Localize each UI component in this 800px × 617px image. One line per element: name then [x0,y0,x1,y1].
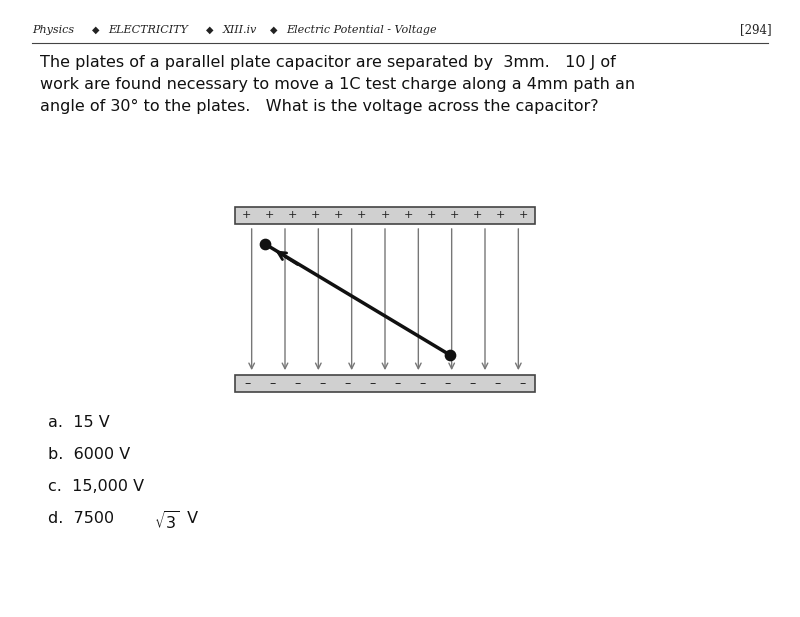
Text: –: – [444,377,450,390]
Text: ◆: ◆ [270,25,278,35]
Text: –: – [519,377,526,390]
Text: V: V [182,511,198,526]
Point [443,350,456,360]
Text: a.  15 V: a. 15 V [48,415,110,430]
Text: –: – [244,377,250,390]
Text: The plates of a parallel plate capacitor are separated by  3mm.   10 J of: The plates of a parallel plate capacitor… [40,55,616,70]
Bar [235,207,535,224]
Text: Electric Potential - Voltage: Electric Potential - Voltage [286,25,437,35]
Text: –: – [319,377,326,390]
Text: +: + [473,210,482,220]
Text: –: – [394,377,401,390]
Text: –: – [344,377,350,390]
Text: +: + [403,210,413,220]
Text: +: + [380,210,390,220]
Text: +: + [358,210,366,220]
Text: $\sqrt{3}$: $\sqrt{3}$ [154,511,179,533]
Text: work are found necessary to move a 1C test charge along a 4mm path an: work are found necessary to move a 1C te… [40,77,635,92]
Text: b.  6000 V: b. 6000 V [48,447,130,462]
Text: [294]: [294] [740,23,772,36]
Text: d.  7500: d. 7500 [48,511,119,526]
Text: +: + [242,210,251,220]
Text: Physics: Physics [32,25,74,35]
Text: +: + [334,210,343,220]
Text: XIII.iv: XIII.iv [222,25,257,35]
Text: –: – [270,377,276,390]
Text: angle of 30° to the plates.   What is the voltage across the capacitor?: angle of 30° to the plates. What is the … [40,99,598,114]
Text: +: + [496,210,505,220]
Text: –: – [294,377,301,390]
Bar [235,375,535,392]
Point [258,239,271,249]
Text: –: – [419,377,426,390]
Text: c.  15,000 V: c. 15,000 V [48,479,144,494]
Text: +: + [265,210,274,220]
Text: ◆: ◆ [92,25,99,35]
Text: –: – [470,377,476,390]
Text: ELECTRICITY: ELECTRICITY [108,25,188,35]
Text: +: + [518,210,528,220]
Text: +: + [311,210,321,220]
Text: +: + [426,210,436,220]
Text: +: + [450,210,459,220]
Text: –: – [494,377,501,390]
Text: ◆: ◆ [206,25,214,35]
Text: +: + [288,210,298,220]
Text: –: – [370,377,376,390]
